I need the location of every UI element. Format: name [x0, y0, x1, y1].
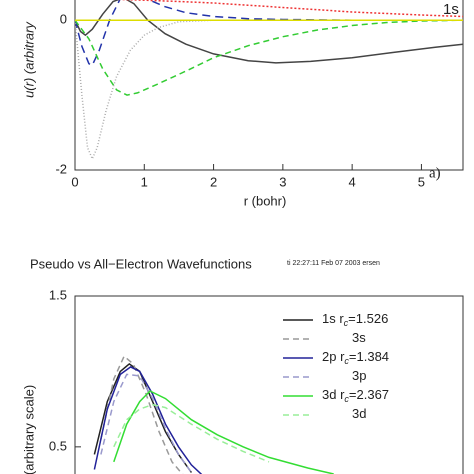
plot-frame — [74, 295, 464, 474]
legend-label-part: =2.367 — [349, 387, 389, 402]
legend-label-part: 3s — [352, 330, 366, 345]
series-group — [75, 0, 463, 161]
line-series — [93, 366, 203, 474]
x-tick-label: 2 — [210, 174, 217, 189]
line-series — [75, 0, 463, 64]
legend-label-part: c — [344, 394, 349, 404]
line-series — [75, 19, 463, 96]
legend-label-part: 2p r — [322, 349, 345, 364]
legend-entry: 1s — [443, 1, 459, 18]
x-label: r (bohr) — [244, 193, 287, 208]
line-series — [100, 373, 193, 473]
legend-label: 1s rc=1.526 — [322, 311, 388, 328]
line-series — [116, 0, 463, 18]
legend-label-part: 3d — [352, 406, 366, 421]
y-label: u(r) (arbitrary — [21, 21, 36, 98]
legend-label-part: 3p — [352, 368, 366, 383]
line-series — [75, 0, 463, 67]
y-tick-label: 0.5 — [49, 438, 67, 453]
plot-frame — [74, 0, 464, 171]
legend-label: 2p rc=1.384 — [322, 349, 389, 366]
legend-label-part: 1s r — [322, 311, 344, 326]
legend-label: 3p — [352, 368, 366, 383]
line-series — [113, 390, 334, 474]
y-tick-label: 1.5 — [49, 287, 67, 302]
legend-label-part: c — [344, 318, 349, 328]
y-tick-label: 0 — [60, 12, 67, 27]
x-tick-label: 3 — [279, 174, 286, 189]
annotation: a) — [429, 165, 441, 181]
legend-label-part: =1.526 — [348, 311, 388, 326]
x-tick-label: 1 — [141, 174, 148, 189]
legend-label-part: c — [344, 356, 349, 366]
chart-title: Pseudo vs All−Electron Wavefunctions — [30, 256, 252, 271]
legend-label-part: 3d r — [322, 387, 345, 402]
stamp: ti 22:27:11 Feb 07 2003 ersen — [287, 260, 380, 267]
legend-label: 3d rc=2.367 — [322, 387, 389, 404]
x-tick-label: 5 — [418, 174, 425, 189]
y-label: (arbitrary scale) — [21, 385, 36, 474]
x-tick-label: 0 — [71, 174, 78, 189]
series-group — [93, 355, 334, 474]
y-tick-label: -2 — [55, 161, 67, 176]
legend-label-part: =1.384 — [349, 349, 389, 364]
x-tick-label: 4 — [349, 174, 356, 189]
legend-label: 3s — [352, 330, 366, 345]
line-series — [100, 355, 184, 474]
line-series — [113, 403, 270, 463]
legend-label: 3d — [352, 406, 366, 421]
